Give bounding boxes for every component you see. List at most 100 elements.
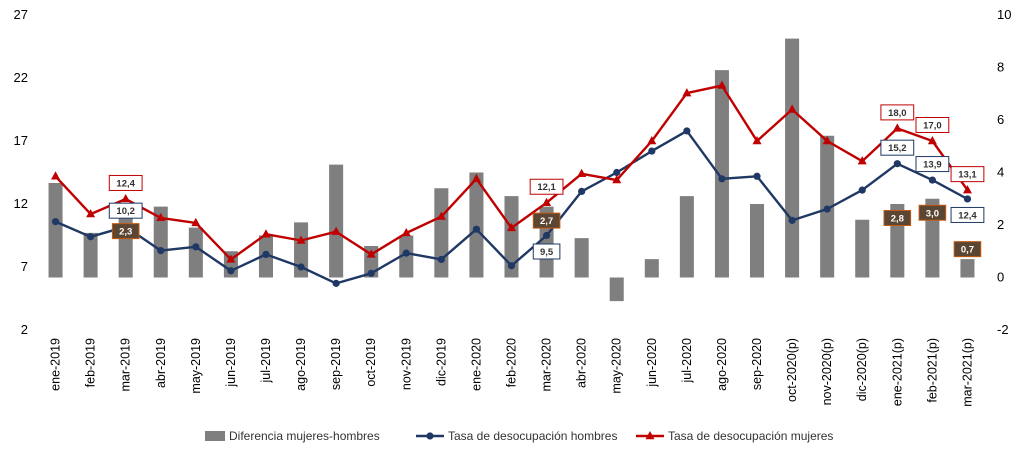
x-category-label: jun-2020 (645, 338, 659, 388)
bar-diferencia (679, 196, 694, 278)
bar-diferencia (785, 38, 800, 278)
mujeres-point (787, 104, 797, 113)
mujeres-point (892, 123, 902, 132)
diferencia-data-label-box (111, 223, 140, 240)
mujeres-point (682, 88, 692, 97)
diferencia-data-label-box (953, 241, 982, 258)
hombres-point (157, 247, 165, 255)
hombres-point (262, 250, 270, 258)
hombres-data-label: 13,9 (923, 160, 942, 171)
hombres-data-label-box (880, 139, 915, 156)
hombres-point (472, 225, 481, 233)
mujeres-point (436, 211, 446, 220)
x-category-label: ago-2019 (294, 338, 308, 391)
legend-marker-circle (426, 432, 434, 440)
mujeres-point (226, 254, 236, 263)
mujeres-data-label: 12,4 (116, 178, 135, 189)
legend-label: Diferencia mujeres-hombres (229, 429, 380, 443)
legend-swatch-bar (205, 431, 225, 441)
x-category-label: feb-2019 (84, 338, 98, 387)
x-category-label: jul-2020 (680, 338, 694, 384)
diferencia-data-label: 2,8 (891, 214, 904, 225)
diferencia-data-label: 2,3 (119, 227, 132, 238)
hombres-point (893, 160, 901, 168)
x-category-label: mar-2019 (119, 338, 133, 392)
mujeres-point (717, 80, 727, 89)
hombres-data-label: 10,2 (116, 206, 135, 217)
diferencia-data-label: 3,0 (926, 208, 939, 219)
hombres-data-label: 9,5 (540, 247, 554, 258)
diferencia-data-label-box (532, 212, 561, 229)
hombres-point (683, 127, 691, 135)
hombres-point (227, 267, 235, 275)
bar-diferencia (364, 246, 379, 278)
y-right-tick-label: 2 (997, 217, 1004, 232)
y-left-tick-label: 22 (14, 70, 28, 85)
hombres-point (578, 187, 586, 195)
mujeres-data-label: 13,1 (958, 170, 977, 181)
hombres-point (332, 279, 340, 287)
y-left-tick-label: 7 (21, 259, 28, 274)
y-right-tick-label: 0 (997, 270, 1004, 285)
mujeres-data-label-box (915, 117, 950, 133)
hombres-data-label-box (532, 243, 561, 260)
diferencia-data-label-box (918, 204, 947, 221)
y-left-tick-label: 17 (14, 133, 28, 148)
hombres-point (788, 216, 796, 224)
mujeres-data-label-box (950, 166, 985, 183)
hombres-point (297, 263, 305, 271)
x-category-label: jun-2019 (224, 338, 238, 388)
mujeres-point (822, 136, 832, 145)
bar-diferencia (329, 164, 344, 278)
x-category-label: nov-2019 (399, 338, 413, 390)
mujeres-point (752, 136, 762, 145)
mujeres-data-label: 17,0 (923, 121, 942, 132)
diferencia-data-label: 0,7 (961, 245, 974, 256)
bar-diferencia (188, 227, 203, 278)
hombres-point (87, 233, 95, 241)
mujeres-point (401, 227, 411, 237)
mujeres-point (156, 212, 166, 222)
hombres-point (823, 205, 831, 213)
hombres-point (753, 172, 761, 180)
y-right-tick-label: 8 (997, 60, 1004, 75)
legend-marker-triangle (645, 431, 655, 440)
hombres-data-label-box (108, 202, 143, 219)
mujeres-data-label-box (529, 178, 564, 195)
hombres-point (858, 186, 866, 194)
mujeres-point (927, 136, 937, 145)
x-category-label: ene-2021(p) (890, 338, 904, 406)
x-category-label: sep-2020 (750, 338, 764, 390)
y-left-tick-label: 27 (14, 7, 28, 22)
mujeres-point (296, 235, 306, 244)
x-category-label: jul-2019 (259, 338, 273, 384)
hombres-point (367, 269, 375, 277)
mujeres-data-label-box (880, 104, 915, 121)
mujeres-point (962, 185, 972, 194)
bar-diferencia (434, 188, 449, 278)
x-category-label: ene-2019 (49, 338, 63, 391)
legend-label: Tasa de desocupación hombres (448, 429, 617, 443)
bar-diferencia (574, 238, 589, 278)
bar-diferencia (469, 172, 484, 278)
hombres-point (963, 195, 972, 203)
hombres-point (51, 218, 60, 226)
hombres-point (648, 147, 656, 155)
bar-diferencia (609, 277, 624, 302)
x-category-label: abr-2020 (575, 338, 589, 388)
bar-diferencia (153, 206, 168, 278)
hombres-point (507, 262, 516, 270)
hombres-data-label-box (915, 156, 950, 173)
x-category-label: feb-2020 (505, 338, 519, 387)
diferencia-data-label: 2,7 (540, 216, 553, 227)
x-category-label: may-2020 (610, 338, 624, 394)
mujeres-data-label: 12,1 (537, 182, 556, 193)
mujeres-point (612, 175, 622, 184)
bar-diferencia (750, 204, 765, 278)
y-left-tick-label: 2 (21, 322, 28, 337)
hombres-data-label-box (950, 206, 985, 223)
x-category-label: may-2019 (189, 338, 203, 394)
y-right-tick-label: 4 (997, 165, 1004, 180)
